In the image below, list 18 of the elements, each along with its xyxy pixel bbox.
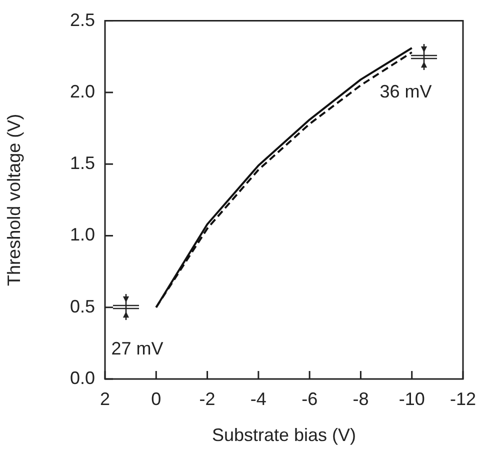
x-tick-label: -4 xyxy=(250,388,266,409)
y-tick-label: 0.5 xyxy=(70,296,95,316)
x-tick-label: -8 xyxy=(352,388,369,409)
x-axis-title: Substrate bias (V) xyxy=(212,425,356,446)
y-tick-label: 1.0 xyxy=(70,224,95,245)
x-tick-label: -12 xyxy=(450,388,476,409)
x-tick-label: -6 xyxy=(302,388,318,409)
y-tick-label: 2.0 xyxy=(70,81,95,102)
x-tick-label: -2 xyxy=(199,388,216,409)
y-tick-label: 0.0 xyxy=(70,368,95,388)
x-tick-label: 2 xyxy=(100,388,110,409)
x-tick-label: -10 xyxy=(398,388,425,409)
y-tick-label: 1.5 xyxy=(70,153,95,174)
x-tick-label: 0 xyxy=(151,388,162,409)
annotation: 36 mV xyxy=(380,82,432,102)
annotation: 27 mV xyxy=(111,338,164,358)
y-axis-title: Threshold voltage (V) xyxy=(4,114,24,286)
y-tick-label: 2.5 xyxy=(70,10,95,30)
